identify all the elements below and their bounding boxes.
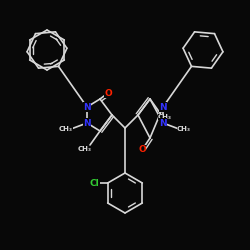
Text: O: O xyxy=(138,146,146,154)
Text: N: N xyxy=(83,102,91,112)
Text: O: O xyxy=(104,88,112,98)
Text: CH₃: CH₃ xyxy=(78,146,92,152)
Text: N: N xyxy=(83,118,91,128)
Text: Cl: Cl xyxy=(90,178,100,188)
Text: N: N xyxy=(159,118,167,128)
Text: CH₃: CH₃ xyxy=(59,126,73,132)
Text: CH₃: CH₃ xyxy=(177,126,191,132)
Text: N: N xyxy=(159,102,167,112)
Text: CH₃: CH₃ xyxy=(158,114,172,120)
